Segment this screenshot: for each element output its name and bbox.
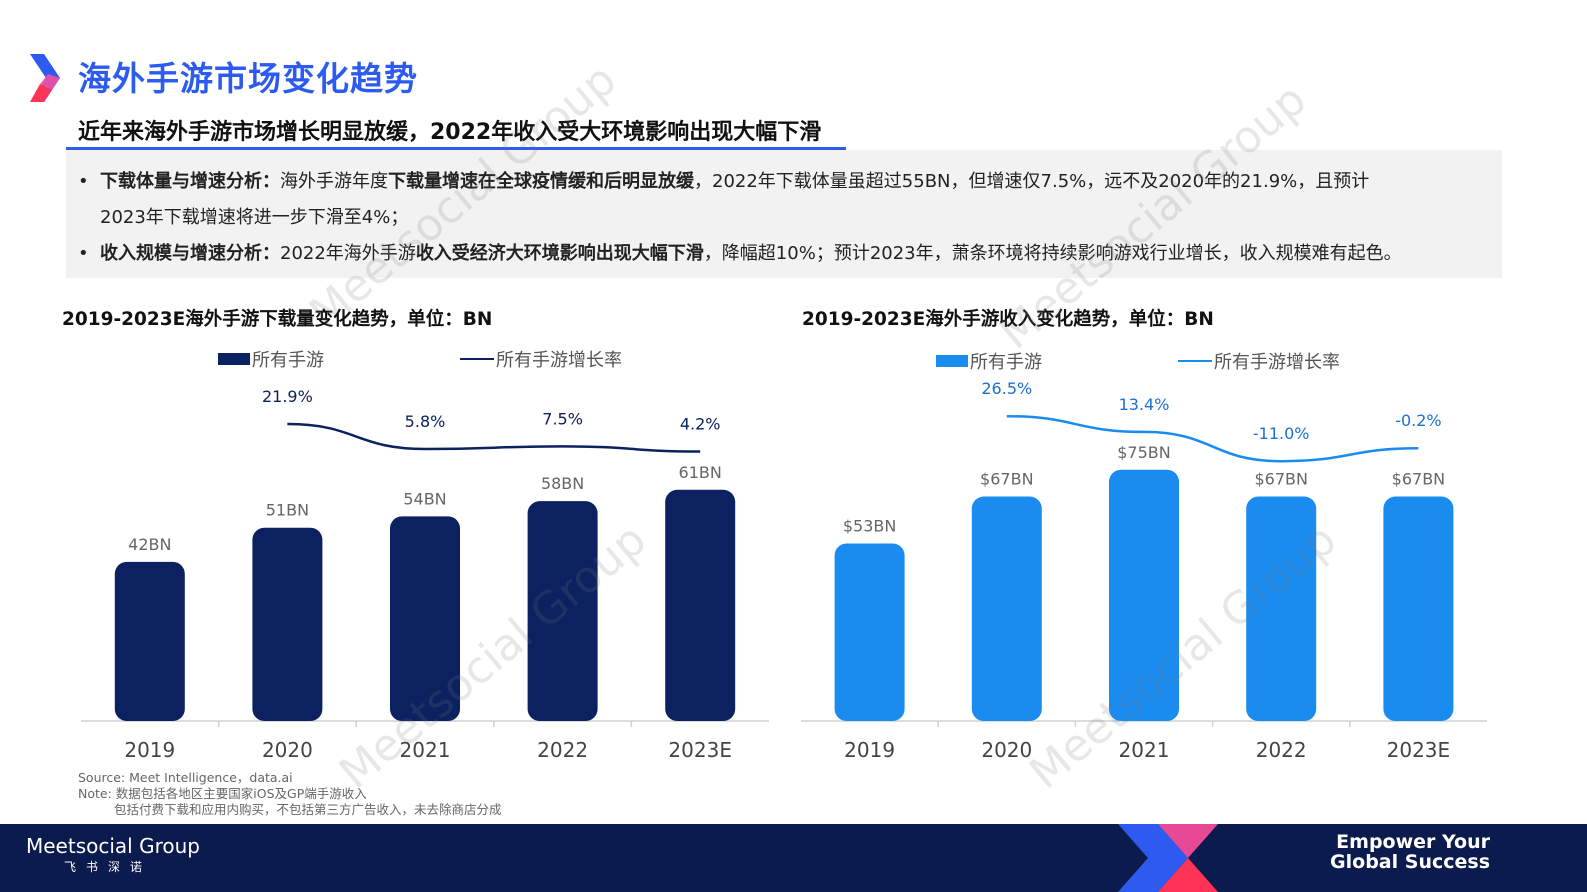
growth-rate-label: -11.0% bbox=[1253, 424, 1310, 443]
x-tick-label: 2019 bbox=[844, 738, 895, 762]
x-tick-label: 2022 bbox=[1256, 738, 1307, 762]
bar-value-label: $75BN bbox=[1117, 443, 1170, 462]
summary-bullet-revenue: • 收入规模与增速分析：2022年海外手游收入受经济大环境影响出现大幅下滑，降幅超… bbox=[78, 243, 1402, 264]
bar-value-label: $53BN bbox=[843, 516, 896, 535]
footer-brand: Meetsocial Group bbox=[26, 834, 200, 858]
legend-line-swatch bbox=[1178, 360, 1212, 362]
summary-bullet-downloads: • 下载体量与增速分析：海外手游年度下载量增速在全球疫情缓和后明显放缓，2022年… bbox=[78, 171, 1370, 192]
legend-bar-label: 所有手游 bbox=[970, 352, 1042, 373]
summary-bullet-downloads-cont: 2023年下载增速将进一步下滑至4%； bbox=[78, 200, 408, 236]
bar-value-label: 42BN bbox=[128, 535, 171, 554]
slogan-line: Empower Your bbox=[1336, 831, 1490, 853]
bullet-emphasis: 收入受经济大环境影响出现大幅下滑 bbox=[415, 243, 704, 264]
note-line: 包括付费下载和应用内购买，不包括第三方广告收入，未去除商店分成 bbox=[114, 802, 502, 817]
bar bbox=[1246, 496, 1317, 721]
x-tick-label: 2021 bbox=[400, 738, 451, 762]
bar bbox=[1109, 469, 1179, 721]
footer-bar bbox=[0, 824, 1587, 892]
page-title: 海外手游市场变化趋势 bbox=[78, 59, 418, 98]
bar-value-label: $67BN bbox=[1392, 470, 1445, 489]
slogan-line: Global Success bbox=[1330, 851, 1490, 873]
bar-value-label: 58BN bbox=[541, 474, 584, 493]
downloads-chart-title: 2019-2023E海外手游下载量变化趋势，单位：BN bbox=[62, 309, 493, 330]
footer-decoration-icon bbox=[1118, 824, 1218, 892]
bar bbox=[665, 489, 736, 721]
bullet-label: 收入规模与增速分析： bbox=[100, 243, 280, 264]
revenue-chart-title: 2019-2023E海外手游收入变化趋势，单位：BN bbox=[802, 309, 1214, 330]
revenue-chart-legend: 所有手游 所有手游增长率 bbox=[936, 348, 1340, 374]
bar-value-label: 61BN bbox=[679, 463, 722, 482]
footer-brand-sub: 飞书深诺 bbox=[64, 860, 153, 874]
bar-value-label: 54BN bbox=[403, 489, 446, 508]
legend-line-swatch bbox=[460, 358, 494, 360]
growth-rate-label: 13.4% bbox=[1119, 395, 1170, 414]
growth-rate-line bbox=[1006, 414, 1419, 463]
bar bbox=[1383, 496, 1454, 721]
bar bbox=[390, 516, 460, 721]
bar bbox=[834, 543, 905, 721]
growth-rate-label: 26.5% bbox=[981, 379, 1032, 398]
bullet-continuation: 2023年下载增速将进一步下滑至4%； bbox=[100, 207, 409, 228]
x-tick-label: 2020 bbox=[981, 738, 1032, 762]
legend-line-label: 所有手游增长率 bbox=[1214, 352, 1340, 373]
legend-bar-label: 所有手游 bbox=[252, 350, 324, 371]
bar bbox=[114, 561, 185, 721]
subtitle-underline bbox=[66, 147, 846, 150]
x-tick-label: 2019 bbox=[124, 738, 175, 762]
page-subtitle: 近年来海外手游市场增长明显放缓，2022年收入受大环境影响出现大幅下滑 bbox=[78, 120, 822, 145]
growth-rate-label: 4.2% bbox=[680, 414, 721, 433]
growth-rate-label: -0.2% bbox=[1395, 411, 1441, 430]
bar-value-label: 51BN bbox=[266, 501, 309, 520]
legend-line-label: 所有手游增长率 bbox=[496, 350, 622, 371]
note-line: Note: 数据包括各地区主要国家iOS及GP端手游收入 bbox=[78, 786, 367, 801]
growth-rate-line bbox=[287, 422, 701, 453]
growth-rate-label: 21.9% bbox=[262, 387, 313, 406]
x-tick-label: 2022 bbox=[537, 738, 588, 762]
bar bbox=[527, 501, 598, 721]
bar-value-label: $67BN bbox=[1254, 470, 1307, 489]
bullet-label: 下载体量与增速分析： bbox=[100, 171, 280, 192]
x-tick-label: 2021 bbox=[1119, 738, 1170, 762]
growth-rate-label: 5.8% bbox=[405, 412, 446, 431]
summary-box: • 下载体量与增速分析：海外手游年度下载量增速在全球疫情缓和后明显放缓，2022年… bbox=[66, 150, 1502, 278]
bullet-text: ，降幅超10%；预计2023年，萧条环境将持续影响游戏行业增长，收入规模难有起色… bbox=[703, 243, 1402, 264]
x-tick-label: 2020 bbox=[262, 738, 313, 762]
bullet-text: 海外手游年度 bbox=[280, 171, 388, 192]
bullet-text: 2022年海外手游 bbox=[280, 243, 416, 264]
bullet-text: ，2022年下载体量虽超过55BN，但增速仅7.5%，远不及2020年的21.9… bbox=[694, 171, 1370, 192]
source-line: Source: Meet Intelligence，data.ai bbox=[78, 770, 293, 785]
brand-logo-icon bbox=[30, 54, 60, 102]
bar-value-label: $67BN bbox=[980, 470, 1033, 489]
footer-slogan: Empower Your Global Success bbox=[1250, 832, 1490, 872]
downloads-chart-legend: 所有手游 所有手游增长率 bbox=[218, 346, 622, 372]
bullet-emphasis: 下载量增速在全球疫情缓和后明显放缓 bbox=[388, 171, 694, 192]
legend-bar-swatch bbox=[936, 355, 968, 367]
bar bbox=[252, 527, 323, 721]
bar bbox=[971, 496, 1042, 721]
growth-rate-label: 7.5% bbox=[542, 409, 583, 428]
source-notes: Source: Meet Intelligence，data.ai Note: … bbox=[78, 770, 502, 818]
x-tick-label: 2023E bbox=[1387, 738, 1451, 762]
x-tick-label: 2023E bbox=[668, 738, 732, 762]
legend-bar-swatch bbox=[218, 353, 250, 365]
